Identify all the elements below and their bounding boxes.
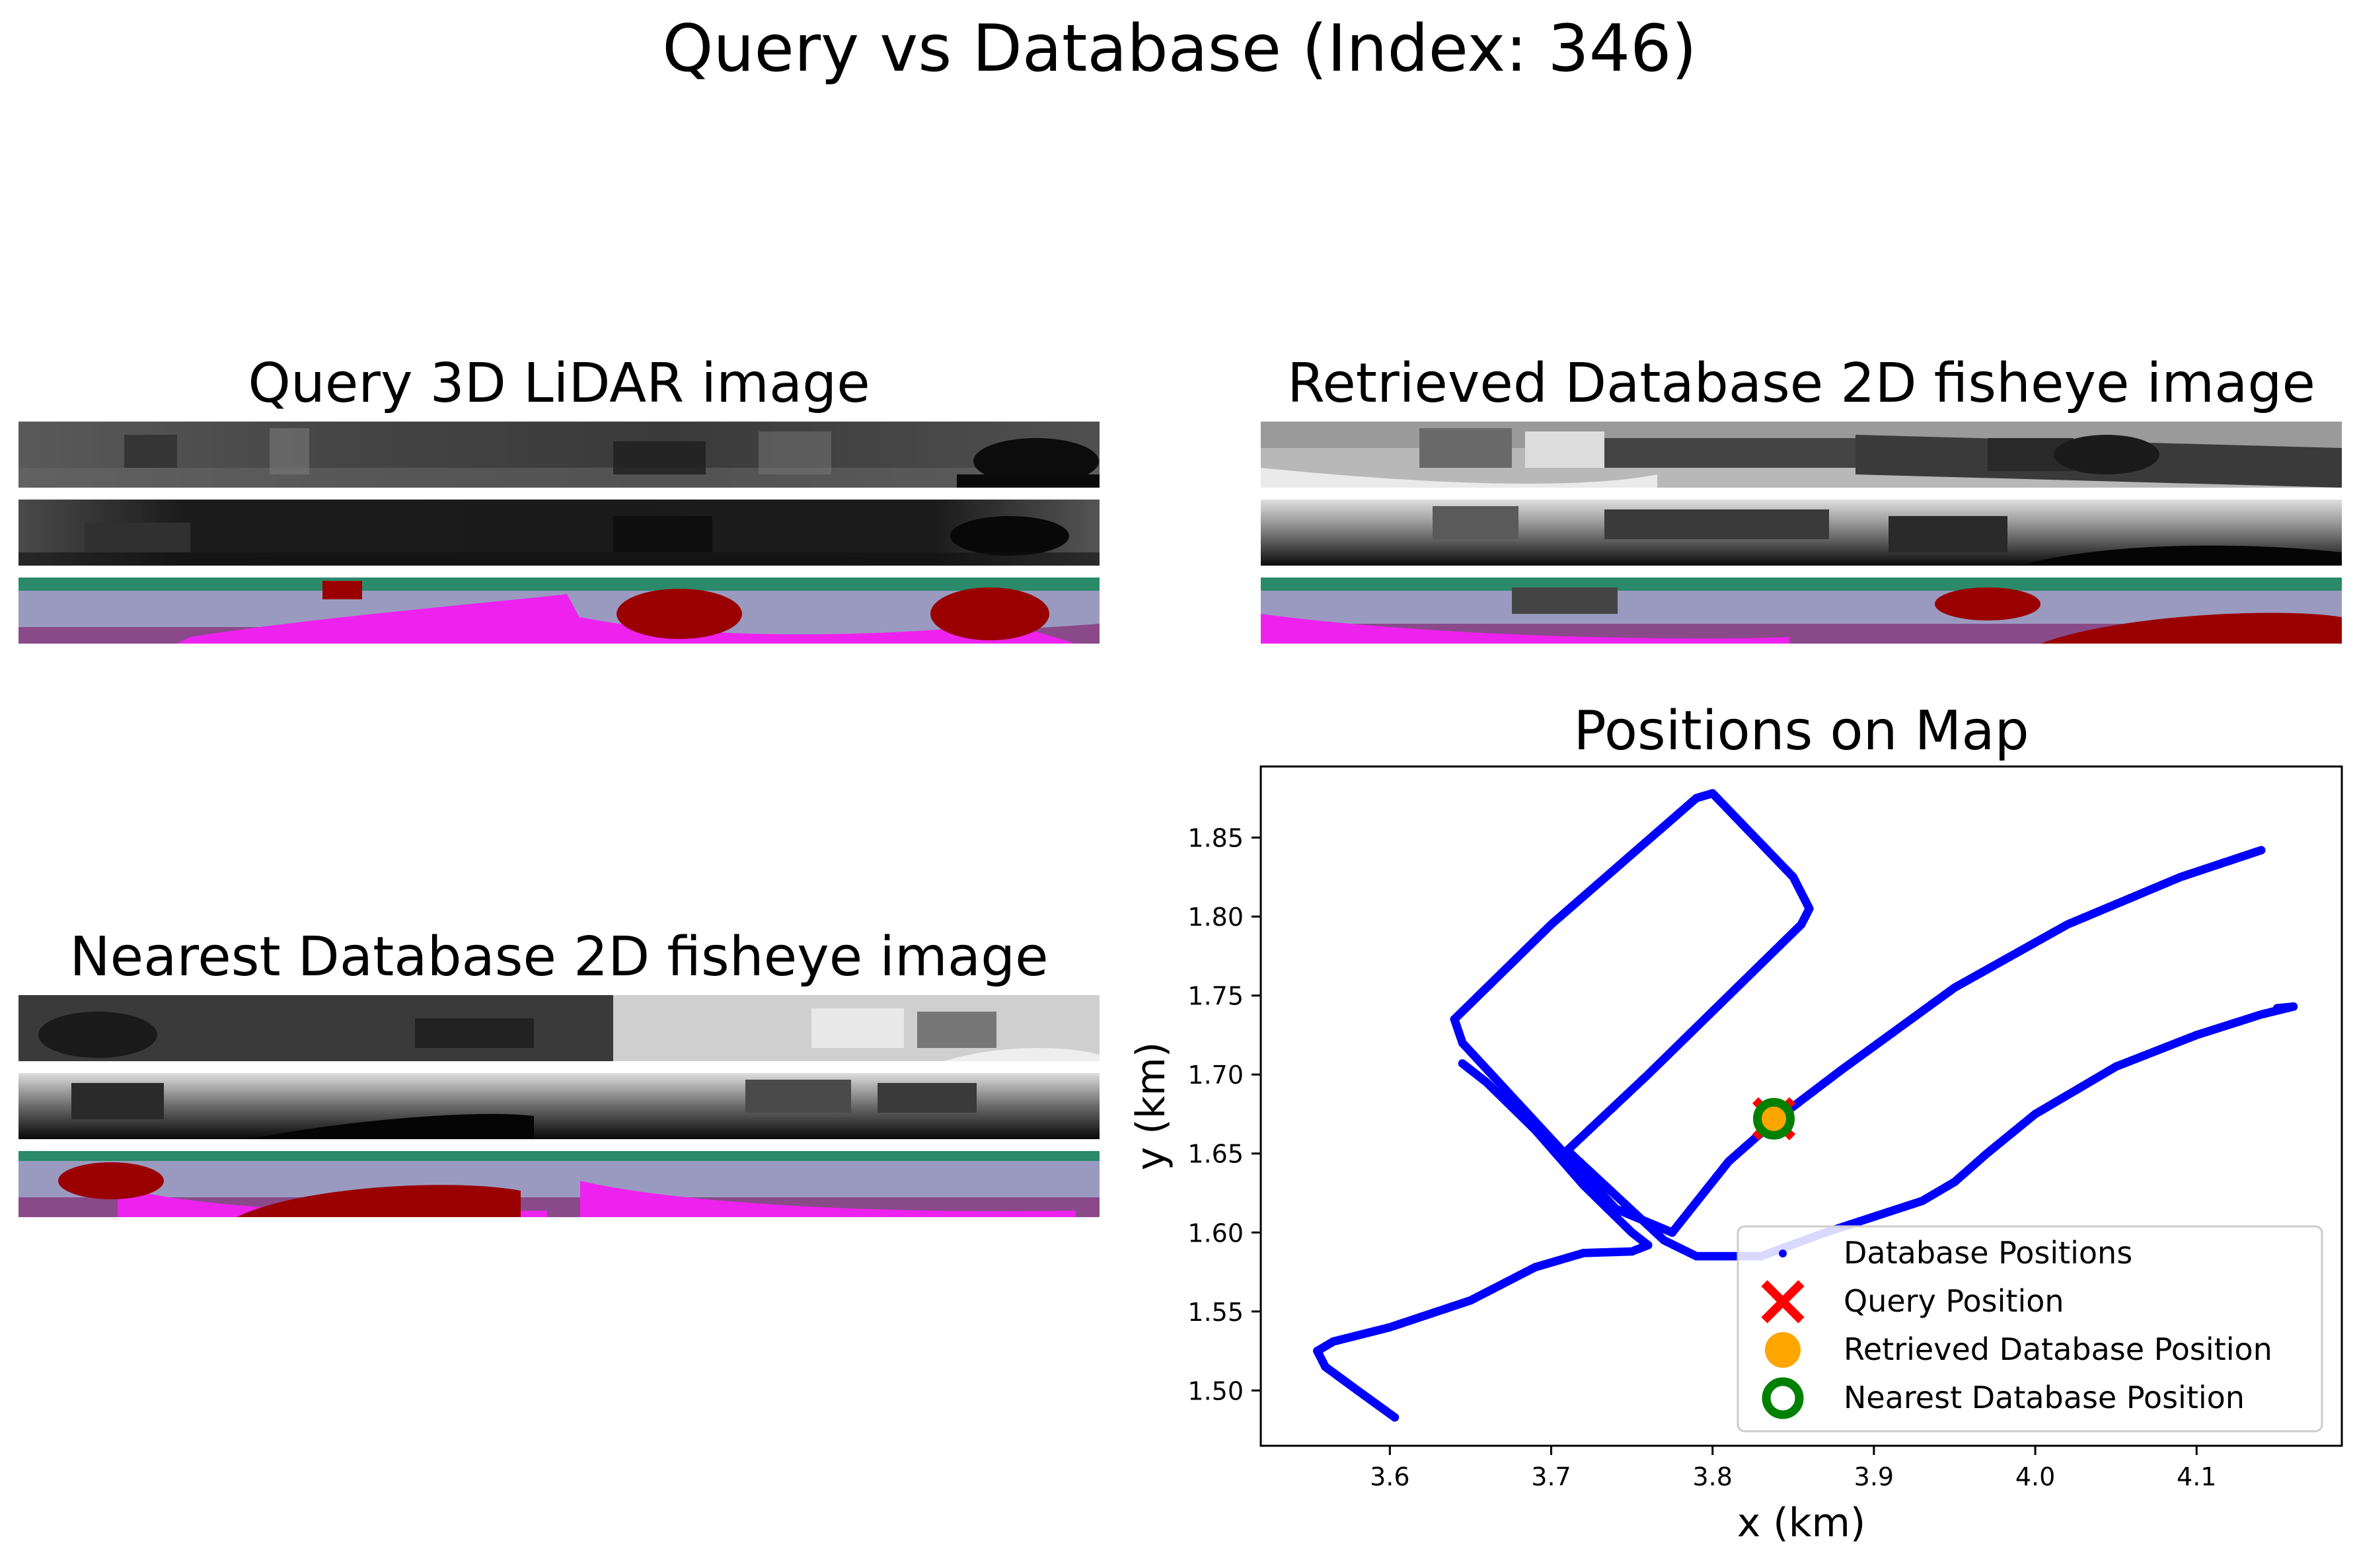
query-range-image bbox=[19, 500, 1100, 566]
query-intensity-image bbox=[19, 422, 1100, 488]
chart-title: Positions on Map bbox=[1573, 700, 2029, 763]
legend-nearest-marker bbox=[1762, 1377, 1804, 1419]
legend-database-label: Database Positions bbox=[1844, 1235, 2132, 1271]
retrieved-panel-title: Retrieved Database 2D fisheye image bbox=[1287, 352, 2315, 415]
x-tick-label: 3.7 bbox=[1531, 1462, 1571, 1491]
y-tick-label: 1.70 bbox=[1187, 1061, 1244, 1090]
x-axis-label: x (km) bbox=[1737, 1500, 1866, 1546]
y-tick-label: 1.75 bbox=[1187, 982, 1244, 1011]
y-tick-label: 1.65 bbox=[1187, 1140, 1244, 1169]
x-tick-label: 3.8 bbox=[1692, 1462, 1732, 1491]
query-panel-title: Query 3D LiDAR image bbox=[248, 352, 870, 415]
database-trajectory-segment bbox=[1450, 789, 1814, 1237]
database-position-point bbox=[2272, 1004, 2282, 1013]
legend-retrieved-label: Retrieved Database Position bbox=[1844, 1331, 2272, 1367]
y-axis-label: y (km) bbox=[1128, 1042, 1174, 1171]
x-tick-label: 4.1 bbox=[2177, 1462, 2216, 1491]
database-trajectory-segment bbox=[1563, 1002, 2298, 1261]
database-trajectory-segment bbox=[1312, 1059, 1653, 1422]
y-tick-label: 1.85 bbox=[1187, 824, 1244, 853]
retrieved-semantic-image bbox=[1261, 578, 2342, 644]
nearest-position-marker bbox=[1752, 1098, 1795, 1140]
legend-database-marker bbox=[1779, 1250, 1787, 1257]
query-semantic-image bbox=[19, 578, 1100, 644]
legend-query-label: Query Position bbox=[1844, 1283, 2064, 1319]
legend-query-marker bbox=[1761, 1280, 1805, 1324]
y-tick-label: 1.60 bbox=[1187, 1218, 1244, 1248]
y-tick-label: 1.50 bbox=[1187, 1376, 1244, 1405]
legend: Database Positions Query Position Retrie… bbox=[1737, 1225, 2323, 1433]
x-tick-label: 4.0 bbox=[2015, 1462, 2055, 1491]
x-tick-label: 3.6 bbox=[1370, 1462, 1409, 1491]
nearest-semantic-image bbox=[19, 1151, 1100, 1217]
x-tick-label: 3.9 bbox=[1854, 1462, 1894, 1491]
retrieved-depth-image bbox=[1261, 500, 2342, 566]
nearest-grayscale-image bbox=[19, 995, 1100, 1061]
legend-frame bbox=[1737, 1225, 2323, 1433]
legend-retrieved-marker bbox=[1765, 1332, 1801, 1368]
legend-nearest-label: Nearest Database Position bbox=[1844, 1380, 2245, 1415]
database-position-point bbox=[2257, 846, 2266, 855]
figure-title: Query vs Database (Index: 346) bbox=[662, 11, 1697, 87]
y-tick-label: 1.80 bbox=[1187, 903, 1244, 932]
database-position-point bbox=[1458, 1059, 1467, 1068]
retrieved-grayscale-image bbox=[1261, 422, 2342, 488]
nearest-depth-image bbox=[19, 1073, 1100, 1139]
nearest-panel-title: Nearest Database 2D fisheye image bbox=[69, 926, 1049, 989]
y-tick-label: 1.55 bbox=[1187, 1298, 1244, 1327]
